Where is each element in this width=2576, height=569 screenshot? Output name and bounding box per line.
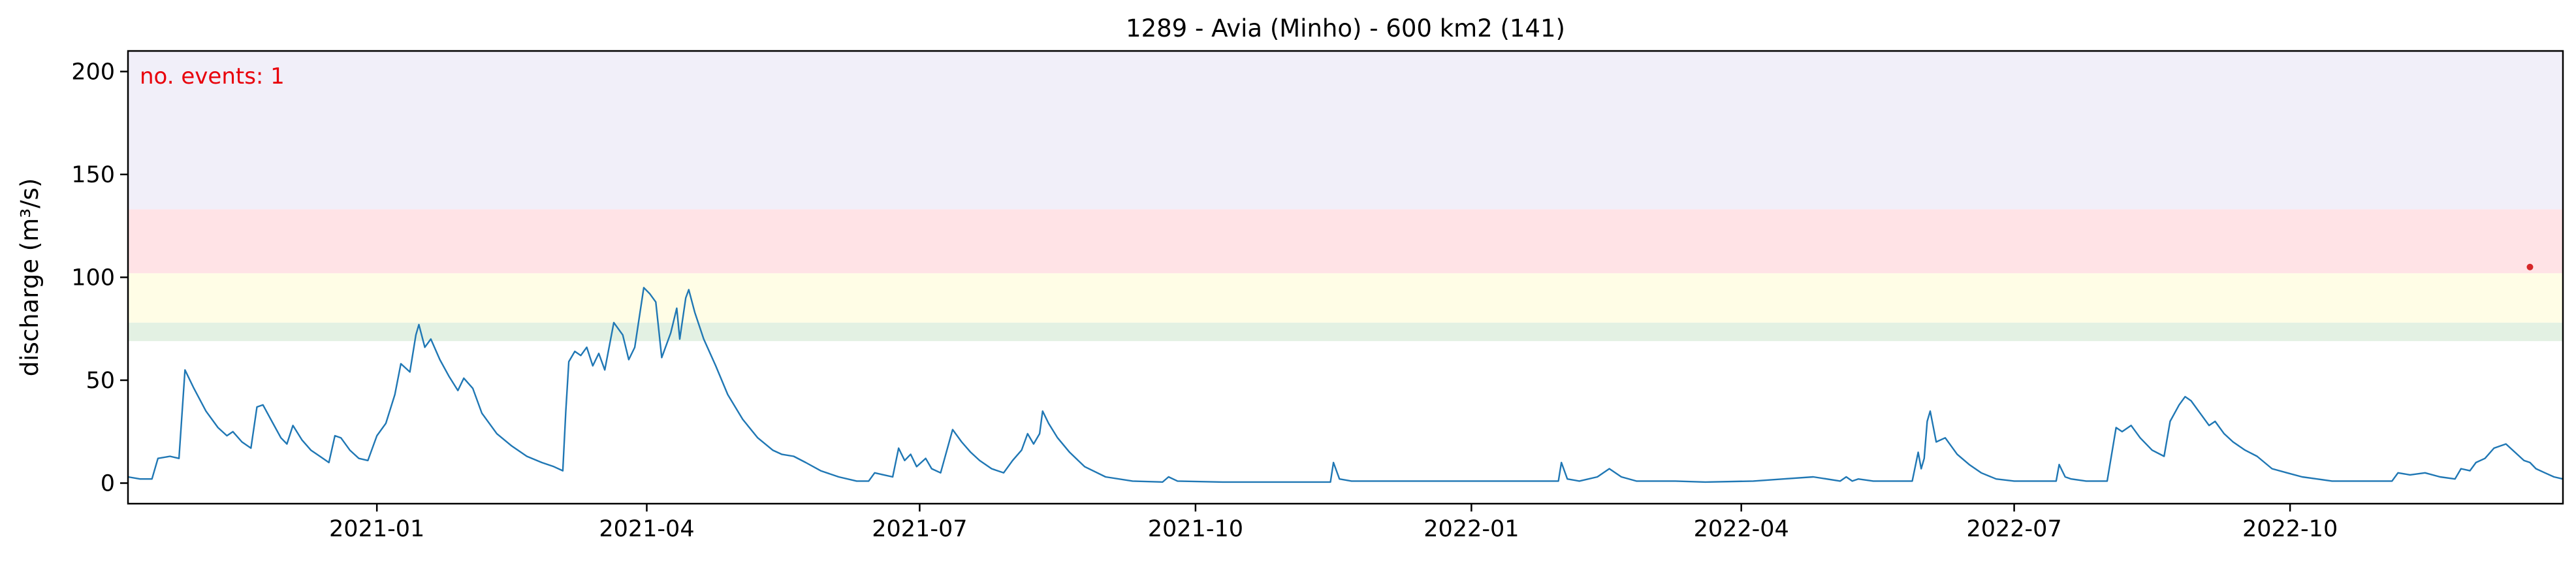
threshold-band-3 (128, 51, 2563, 210)
x-tick-label: 2022-04 (1694, 516, 1789, 542)
y-axis: 0 50 100 150 200 (71, 59, 128, 497)
x-tick-label: 2021-01 (329, 516, 424, 542)
threshold-band-1 (128, 273, 2563, 323)
event-count-annotation: no. events: 1 (140, 63, 285, 89)
series-layer (127, 287, 2564, 483)
series-line-0 (127, 287, 2564, 483)
x-tick-label: 2021-10 (1148, 516, 1243, 542)
threshold-bands (128, 51, 2563, 342)
threshold-band-0 (128, 322, 2563, 342)
y-tick-label: 200 (71, 59, 115, 86)
x-tick-label: 2022-10 (2242, 516, 2338, 542)
x-tick-label: 2021-04 (599, 516, 694, 542)
y-tick-label: 100 (71, 265, 115, 291)
y-tick-label: 50 (86, 368, 115, 394)
chart-title: 1289 - Avia (Minho) - 600 km2 (141) (1126, 14, 1565, 42)
y-tick-label: 0 (101, 471, 115, 497)
event-markers (2526, 263, 2534, 270)
x-tick-label: 2022-01 (1423, 516, 1519, 542)
y-tick-label: 150 (71, 162, 115, 188)
x-tick-label: 2022-07 (1966, 516, 2061, 542)
event-marker-0 (2526, 263, 2534, 270)
threshold-band-2 (128, 209, 2563, 274)
x-tick-label: 2021-07 (872, 516, 967, 542)
y-axis-label: discharge (m³/s) (16, 178, 44, 377)
x-axis: 2021-01 2021-04 2021-07 2021-10 2022-01 2022-… (329, 504, 2338, 542)
